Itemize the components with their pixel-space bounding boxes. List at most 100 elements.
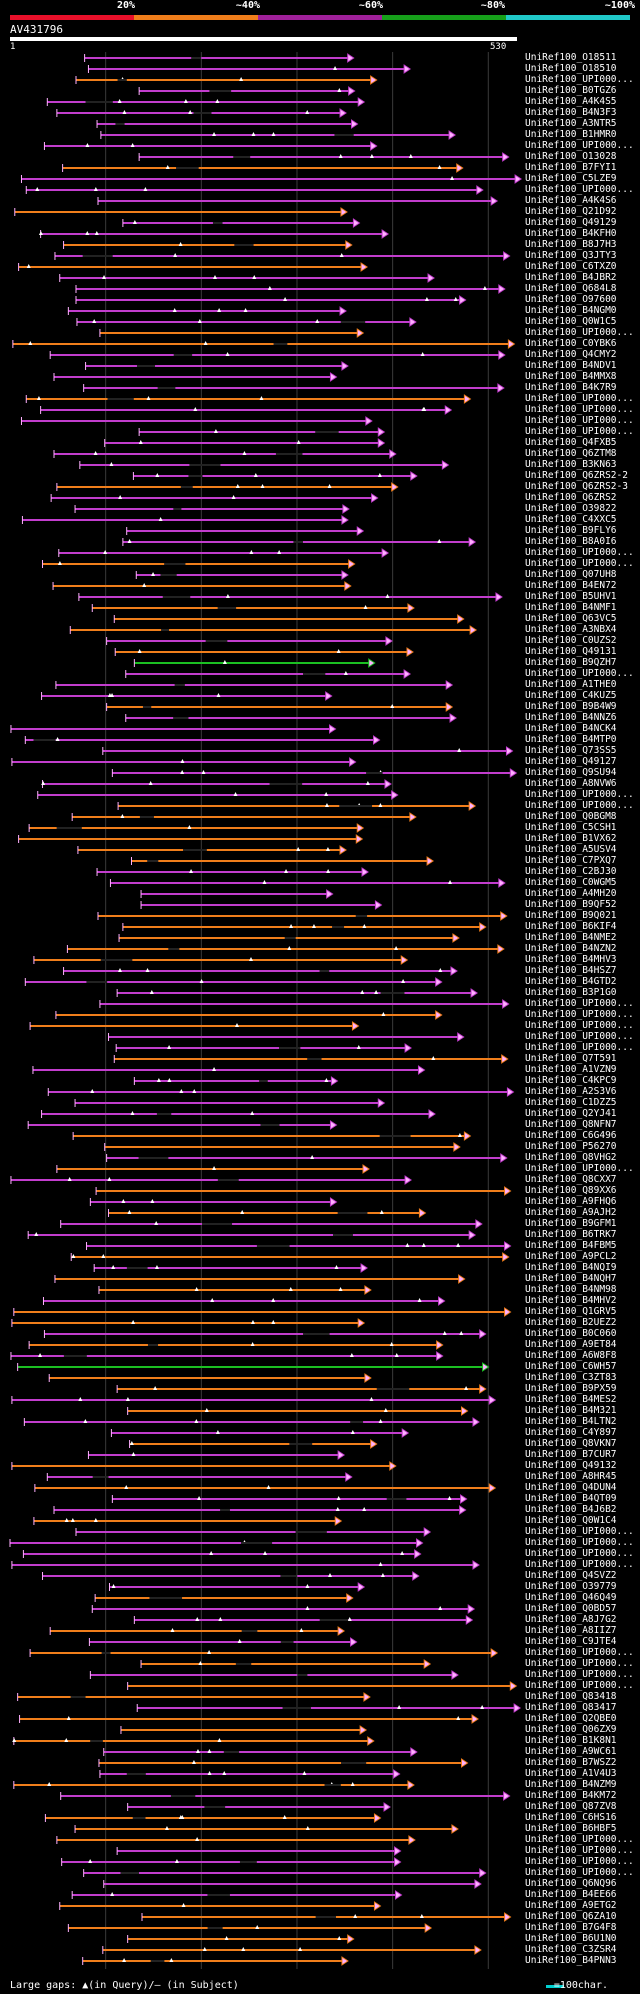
subject-label[interactable]: UniRef100_B2UEZ2 [525, 1317, 617, 1328]
subject-label[interactable]: UniRef100_B4MHV2 [525, 1295, 617, 1306]
subject-label[interactable]: UniRef100_B9PX59 [525, 1383, 617, 1394]
subject-label[interactable]: UniRef100_B5UHV1 [525, 591, 617, 602]
subject-label[interactable]: UniRef100_UPI000... [525, 1009, 634, 1020]
subject-label[interactable]: UniRef100_B4NZM9 [525, 1779, 617, 1790]
subject-label[interactable]: UniRef100_B4PNN3 [525, 1955, 617, 1966]
subject-label[interactable]: UniRef100_B4NZN2 [525, 943, 617, 954]
subject-label[interactable]: UniRef100_B4MTP0 [525, 734, 617, 745]
subject-label[interactable]: UniRef100_O18510 [525, 63, 617, 74]
subject-label[interactable]: UniRef100_A2S3V6 [525, 1086, 617, 1097]
subject-label[interactable]: UniRef100_Q0BGM8 [525, 811, 617, 822]
subject-label[interactable]: UniRef100_B4MHV3 [525, 954, 617, 965]
subject-label[interactable]: UniRef100_A8HR45 [525, 1471, 617, 1482]
subject-label[interactable]: UniRef100_B1K8N1 [525, 1735, 617, 1746]
subject-label[interactable]: UniRef100_UPI000... [525, 1658, 634, 1669]
subject-label[interactable]: UniRef100_UPI000... [525, 426, 634, 437]
subject-label[interactable]: UniRef100_UPI000... [525, 393, 634, 404]
subject-label[interactable]: UniRef100_UPI000... [525, 1559, 634, 1570]
subject-label[interactable]: UniRef100_UPI000... [525, 1548, 634, 1559]
subject-label[interactable]: UniRef100_B4QT09 [525, 1493, 617, 1504]
subject-label[interactable]: UniRef100_Q2YJ41 [525, 1108, 617, 1119]
subject-label[interactable]: UniRef100_C6TXZ0 [525, 261, 617, 272]
subject-label[interactable]: UniRef100_B4MES2 [525, 1394, 617, 1405]
subject-label[interactable]: UniRef100_UPI000... [525, 1537, 634, 1548]
subject-label[interactable]: UniRef100_UPI000... [525, 1526, 634, 1537]
subject-label[interactable]: UniRef100_O39822 [525, 503, 617, 514]
subject-label[interactable]: UniRef100_C2BJ30 [525, 866, 617, 877]
subject-label[interactable]: UniRef100_O39779 [525, 1581, 617, 1592]
subject-label[interactable]: UniRef100_UPI000... [525, 789, 634, 800]
subject-label[interactable]: UniRef100_A8IIZ7 [525, 1625, 617, 1636]
subject-label[interactable]: UniRef100_Q8NFN7 [525, 1119, 617, 1130]
subject-label[interactable]: UniRef100_C6WH57 [525, 1361, 617, 1372]
subject-label[interactable]: UniRef100_A9PCL2 [525, 1251, 617, 1262]
subject-label[interactable]: UniRef100_A9WC61 [525, 1746, 617, 1757]
subject-label[interactable]: UniRef100_C0YBK6 [525, 338, 617, 349]
subject-label[interactable]: UniRef100_B7FYI1 [525, 162, 617, 173]
subject-label[interactable]: UniRef100_B4NNZ6 [525, 712, 617, 723]
subject-label[interactable]: UniRef100_Q0W1C4 [525, 1515, 617, 1526]
subject-label[interactable]: UniRef100_UPI000... [525, 668, 634, 679]
subject-label[interactable]: UniRef100_A4MH20 [525, 888, 617, 899]
subject-label[interactable]: UniRef100_Q2QBE0 [525, 1713, 617, 1724]
subject-label[interactable]: UniRef100_C6HS16 [525, 1812, 617, 1823]
subject-label[interactable]: UniRef100_Q07UH8 [525, 569, 617, 580]
subject-label[interactable]: UniRef100_B9B4W9 [525, 701, 617, 712]
subject-label[interactable]: UniRef100_A6W8F8 [525, 1350, 617, 1361]
subject-label[interactable]: UniRef100_C4Y897 [525, 1427, 617, 1438]
subject-label[interactable]: UniRef100_B9QZH7 [525, 657, 617, 668]
subject-label[interactable]: UniRef100_B1HMR0 [525, 129, 617, 140]
subject-label[interactable]: UniRef100_UPI000... [525, 1020, 634, 1031]
subject-label[interactable]: UniRef100_UPI000... [525, 404, 634, 415]
subject-label[interactable]: UniRef100_Q0W1C5 [525, 316, 617, 327]
subject-label[interactable]: UniRef100_C4KPC9 [525, 1075, 617, 1086]
subject-label[interactable]: UniRef100_B4EN72 [525, 580, 617, 591]
subject-label[interactable]: UniRef100_UPI000... [525, 1031, 634, 1042]
subject-label[interactable]: UniRef100_Q6NQ96 [525, 1878, 617, 1889]
subject-label[interactable]: UniRef100_UPI000... [525, 1669, 634, 1680]
subject-label[interactable]: UniRef100_Q6ZRS2 [525, 492, 617, 503]
subject-label[interactable]: UniRef100_Q4SVZ2 [525, 1570, 617, 1581]
subject-label[interactable]: UniRef100_A8NVW6 [525, 778, 617, 789]
subject-label[interactable]: UniRef100_UPI000... [525, 558, 634, 569]
subject-label[interactable]: UniRef100_Q9SU94 [525, 767, 617, 778]
subject-label[interactable]: UniRef100_C5CSH1 [525, 822, 617, 833]
subject-label[interactable]: UniRef100_C4XXC5 [525, 514, 617, 525]
subject-label[interactable]: UniRef100_B4NMF1 [525, 602, 617, 613]
subject-label[interactable]: UniRef100_B4M321 [525, 1405, 617, 1416]
subject-label[interactable]: UniRef100_B3KN63 [525, 459, 617, 470]
subject-label[interactable]: UniRef100_UPI000... [525, 1163, 634, 1174]
subject-label[interactable]: UniRef100_B4K7R9 [525, 382, 617, 393]
subject-label[interactable]: UniRef100_UPI000... [525, 74, 634, 85]
subject-label[interactable]: UniRef100_Q8CXX7 [525, 1174, 617, 1185]
subject-label[interactable]: UniRef100_B4HSZ7 [525, 965, 617, 976]
subject-label[interactable]: UniRef100_A1V4U3 [525, 1768, 617, 1779]
subject-label[interactable]: UniRef100_Q4FXB5 [525, 437, 617, 448]
subject-label[interactable]: UniRef100_B6HBF5 [525, 1823, 617, 1834]
subject-label[interactable]: UniRef100_C1DZZ5 [525, 1097, 617, 1108]
subject-label[interactable]: UniRef100_Q73SS5 [525, 745, 617, 756]
subject-label[interactable]: UniRef100_B3P1G0 [525, 987, 617, 998]
subject-label[interactable]: UniRef100_O18511 [525, 52, 617, 63]
subject-label[interactable]: UniRef100_B7WSZ2 [525, 1757, 617, 1768]
subject-label[interactable]: UniRef100_C0UZS2 [525, 635, 617, 646]
subject-label[interactable]: UniRef100_C5LZE9 [525, 173, 617, 184]
subject-label[interactable]: UniRef100_Q6ZRS2-3 [525, 481, 628, 492]
subject-label[interactable]: UniRef100_UPI000... [525, 1856, 634, 1867]
subject-label[interactable]: UniRef100_Q87ZV8 [525, 1801, 617, 1812]
subject-label[interactable]: UniRef100_B6TRK7 [525, 1229, 617, 1240]
subject-label[interactable]: UniRef100_B0TGZ6 [525, 85, 617, 96]
subject-label[interactable]: UniRef100_UPI000... [525, 327, 634, 338]
subject-label[interactable]: UniRef100_Q46Q49 [525, 1592, 617, 1603]
subject-label[interactable]: UniRef100_B9QF52 [525, 899, 617, 910]
subject-label[interactable]: UniRef100_A9ETG2 [525, 1900, 617, 1911]
subject-label[interactable]: UniRef100_UPI000... [525, 998, 634, 1009]
subject-label[interactable]: UniRef100_C4KUZ5 [525, 690, 617, 701]
subject-label[interactable]: UniRef100_B4J6B2 [525, 1504, 617, 1515]
subject-label[interactable]: UniRef100_Q1GRV5 [525, 1306, 617, 1317]
subject-label[interactable]: UniRef100_B4GTD2 [525, 976, 617, 987]
subject-label[interactable]: UniRef100_Q89XX6 [525, 1185, 617, 1196]
subject-label[interactable]: UniRef100_Q49127 [525, 756, 617, 767]
subject-label[interactable]: UniRef100_B1VX62 [525, 833, 617, 844]
subject-label[interactable]: UniRef100_B4EE66 [525, 1889, 617, 1900]
